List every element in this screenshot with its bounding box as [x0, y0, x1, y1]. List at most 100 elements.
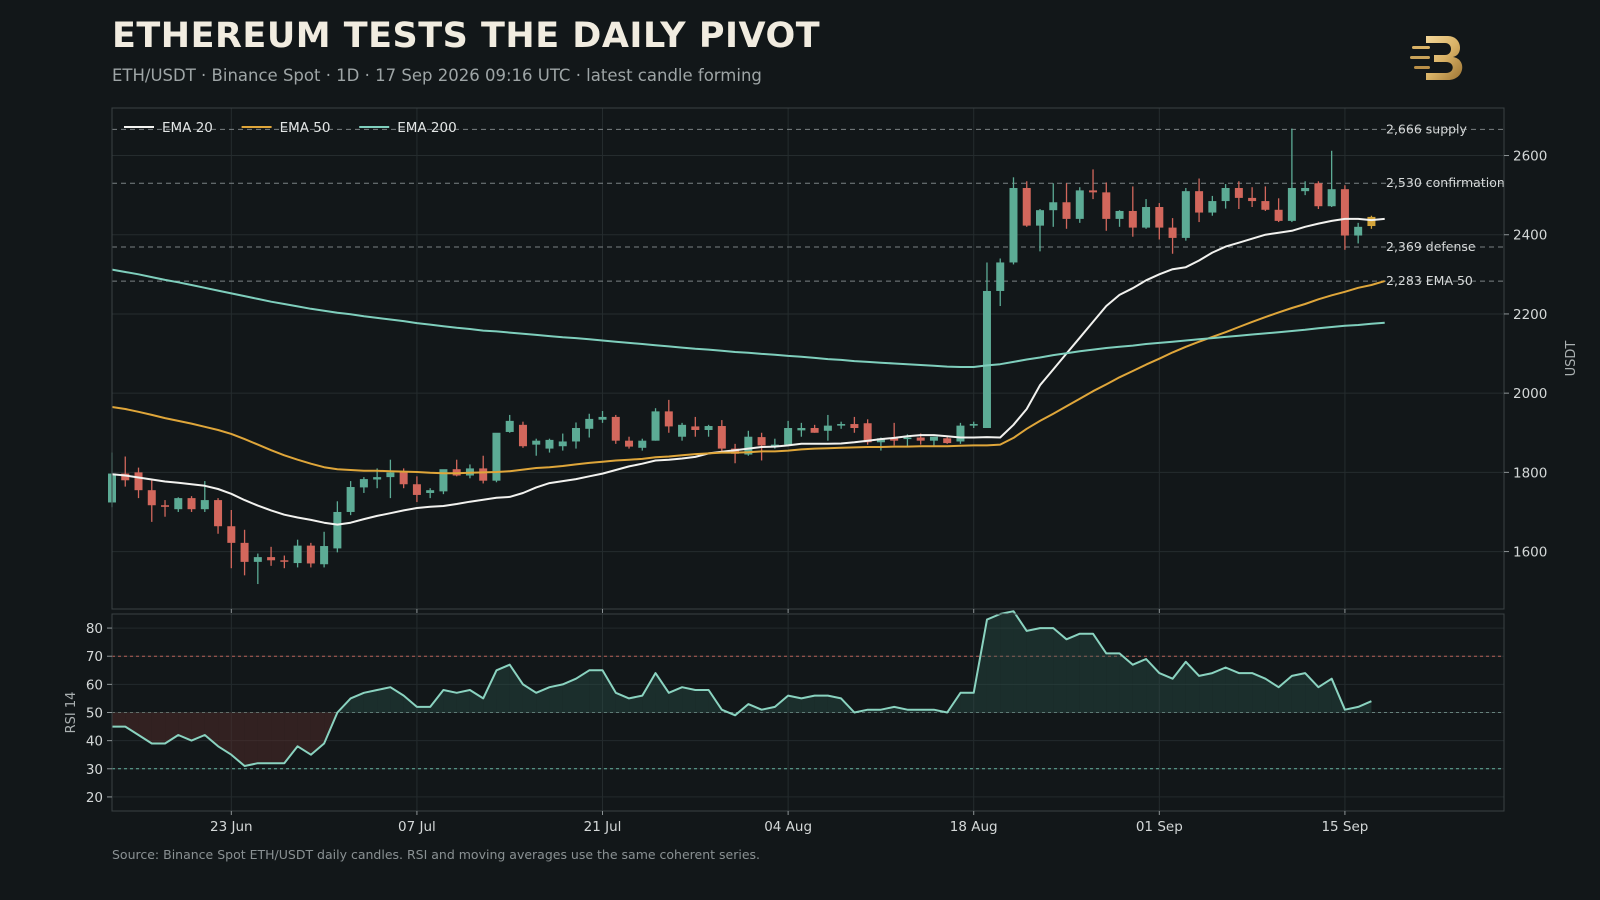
candle-body [1195, 191, 1204, 213]
level-label: 2,283 EMA 50 [1386, 273, 1473, 288]
candle [1181, 188, 1190, 241]
candle [439, 469, 448, 495]
rsi-fill-above [827, 695, 842, 713]
candle [492, 432, 501, 483]
candle [572, 422, 580, 449]
rsi-fill-above [1000, 611, 1014, 713]
candle [1248, 187, 1257, 208]
x-tick-label: 18 Aug [950, 819, 998, 835]
candle-body [200, 500, 209, 510]
candle [1075, 187, 1084, 223]
candle [412, 476, 421, 503]
candle [929, 436, 938, 446]
candle [1102, 182, 1111, 231]
candle [1287, 128, 1296, 223]
candle-body [956, 425, 965, 442]
candle-body [359, 479, 368, 488]
candle-body [1089, 190, 1098, 193]
candle-body [320, 546, 329, 565]
rsi-fill-below [125, 712, 139, 736]
candle-body [916, 437, 925, 441]
rsi-fill-above [1132, 659, 1147, 713]
candle [1340, 185, 1349, 250]
price-tick-label: 2200 [1513, 307, 1547, 323]
rsi-fill-above [576, 670, 590, 713]
rsi-fill-below [165, 712, 179, 744]
candle-body [214, 500, 223, 527]
gold-b-coin-logo-icon [1410, 36, 1463, 80]
rsi-fill-above [469, 689, 484, 713]
rsi-fill-above [562, 678, 576, 713]
candle-body [625, 440, 634, 447]
candle [1261, 186, 1270, 211]
rsi-fill-above [1291, 673, 1306, 713]
candle-body [386, 472, 395, 478]
candle-body [943, 438, 952, 444]
candle [1354, 222, 1363, 244]
candle [717, 420, 726, 453]
candle-body [797, 428, 806, 431]
candle-body [784, 428, 793, 445]
candle-body [518, 424, 527, 447]
candle-body [664, 411, 673, 427]
candle [386, 459, 395, 499]
candle-body [1301, 188, 1310, 192]
candle [1036, 208, 1044, 252]
rsi-fill-above [1053, 628, 1067, 713]
candle [227, 509, 236, 569]
x-tick-label: 01 Sep [1136, 819, 1183, 835]
rsi-tick-label: 20 [86, 790, 103, 806]
level-label: 2,369 defense [1386, 239, 1476, 254]
candle [134, 467, 143, 499]
level-lines: 2,666 supply 2,530 confirmation 2,369 defe… [112, 121, 1505, 288]
candle-body [532, 440, 541, 445]
price-panel-frame [111, 107, 1505, 610]
rsi-fill-above [403, 695, 417, 713]
legend: EMA 20 EMA 50 EMA 200 [124, 120, 457, 136]
price-tick-label: 2400 [1513, 228, 1547, 244]
candle [532, 438, 541, 456]
candle-body [717, 426, 726, 449]
rsi-fill-above [1066, 633, 1080, 713]
candle-body [227, 526, 236, 543]
candle-body [823, 425, 832, 431]
candle [187, 496, 196, 512]
x-tick-label: 07 Jul [398, 819, 436, 835]
candle-body [850, 424, 859, 429]
candle [147, 480, 156, 522]
rsi-fill-above [443, 689, 457, 713]
rsi-tick-label: 30 [86, 762, 103, 778]
rsi-fill-above [695, 689, 709, 713]
candle [1314, 181, 1323, 209]
price-axis-label: USDT [1564, 341, 1579, 377]
candle [293, 539, 302, 568]
candle-body [1181, 191, 1190, 238]
candle [996, 258, 1005, 307]
rsi-tick-label: 50 [86, 706, 103, 722]
candle-body [1354, 226, 1363, 236]
price-tick-label: 2000 [1513, 386, 1547, 402]
candle [1168, 218, 1177, 254]
candle-body [280, 560, 289, 562]
rsi-fill-above [496, 664, 510, 713]
candle [240, 529, 249, 576]
rsi-fill-above [1146, 659, 1160, 713]
candle [479, 455, 488, 484]
ema-lines [111, 217, 1385, 526]
candle [611, 414, 620, 444]
candle [253, 553, 262, 585]
x-tick-label: 23 Jun [210, 819, 253, 835]
rsi-fill-above [774, 695, 789, 713]
candle-body [439, 469, 448, 492]
rsi-fill-above [1013, 611, 1027, 713]
candle [969, 421, 978, 429]
chart-title: ETHEREUM TESTS THE DAILY PIVOT [112, 16, 821, 56]
rsi-fill-below [178, 712, 192, 741]
rsi-tick-label: 40 [86, 734, 103, 750]
candle [465, 464, 474, 479]
candle [956, 422, 965, 444]
rsi-fill-above [1318, 678, 1332, 713]
candle-body [678, 424, 687, 437]
price-tick-label: 1600 [1513, 545, 1547, 561]
rsi-fill-above [668, 687, 683, 713]
